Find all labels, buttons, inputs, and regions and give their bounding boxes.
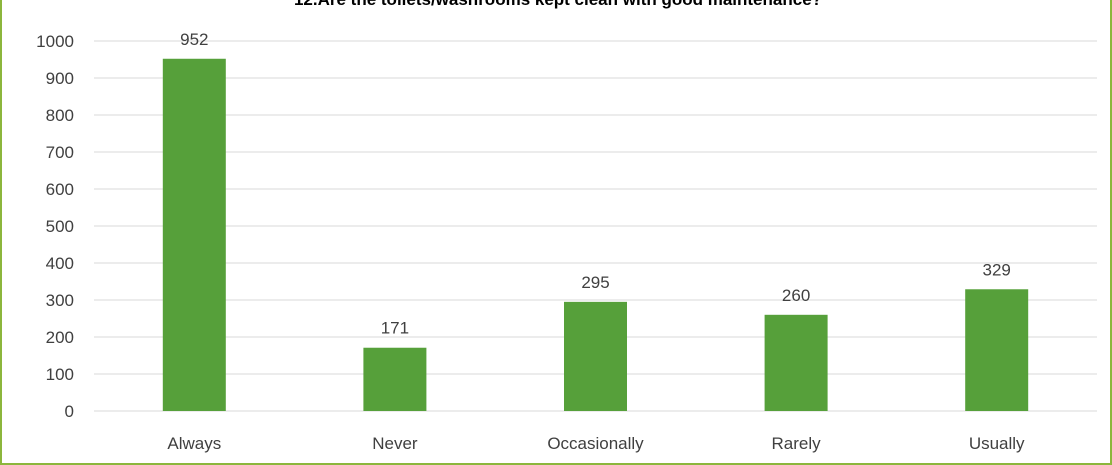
data-label-never: 171 — [381, 319, 409, 338]
y-tick-label: 400 — [46, 254, 74, 273]
data-label-occasionally: 295 — [581, 273, 609, 292]
y-tick-label: 100 — [46, 365, 74, 384]
y-tick-label: 300 — [46, 291, 74, 310]
gridlines — [94, 40, 1097, 412]
x-axis-labels: Always Never Occasionally Rarely Usually — [167, 434, 1025, 453]
bar-always — [162, 58, 226, 411]
x-tick-label-occasionally: Occasionally — [547, 434, 644, 453]
y-tick-label: 1000 — [36, 32, 74, 51]
x-tick-label-usually: Usually — [969, 434, 1025, 453]
data-label-always: 952 — [180, 30, 208, 49]
data-label-usually: 329 — [983, 260, 1011, 279]
chart-title: 12.Are the toilets/washrooms kept clean … — [294, 0, 822, 9]
y-axis-ticks: 0 100 200 300 400 500 600 700 800 900 1000 — [36, 32, 74, 421]
x-tick-label-always: Always — [167, 434, 221, 453]
y-tick-label: 200 — [46, 328, 74, 347]
bar-occasionally — [564, 301, 627, 411]
y-tick-label: 900 — [46, 69, 74, 88]
y-tick-label: 800 — [46, 106, 74, 125]
bar-never — [363, 347, 427, 411]
data-label-rarely: 260 — [782, 286, 810, 305]
x-tick-label-rarely: Rarely — [772, 434, 822, 453]
x-tick-label-never: Never — [372, 434, 418, 453]
bars: 952 171 295 260 329 — [162, 30, 1029, 411]
y-tick-label: 600 — [46, 180, 74, 199]
y-tick-label: 500 — [46, 217, 74, 236]
y-tick-label: 700 — [46, 143, 74, 162]
bar-usually — [965, 289, 1029, 411]
bar-rarely — [764, 314, 828, 411]
y-tick-label: 0 — [65, 402, 74, 421]
